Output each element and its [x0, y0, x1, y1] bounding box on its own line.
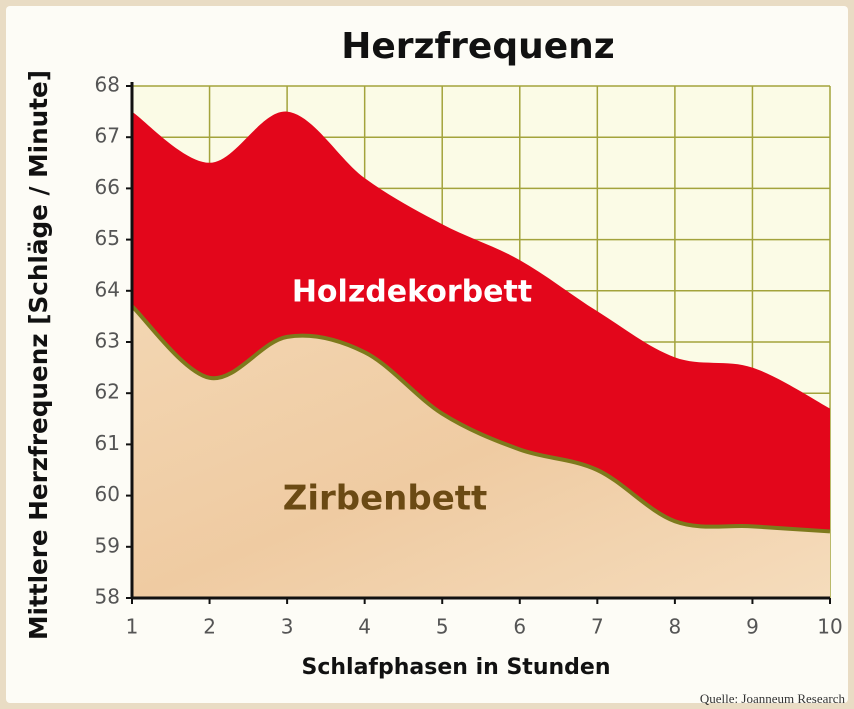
y-tick-label: 64: [95, 277, 120, 301]
x-tick-label: 2: [203, 615, 216, 639]
x-tick-label: 6: [513, 615, 526, 639]
y-tick-label: 66: [95, 175, 120, 199]
chart-title: Herzfrequenz: [341, 26, 614, 67]
page: {"chart_data": {"type": "area", "title":…: [0, 0, 854, 709]
y-tick-label: 58: [95, 585, 120, 609]
y-tick-label: 63: [95, 329, 120, 353]
x-tick-label: 1: [126, 615, 139, 639]
series-label: Holzdekorbett: [292, 275, 532, 310]
x-tick-label: 4: [358, 615, 371, 639]
x-tick-label: 8: [669, 615, 682, 639]
series-label: Zirbenbett: [283, 479, 488, 519]
x-tick-label: 10: [817, 615, 842, 639]
chart: 585960616263646566676812345678910 Herzfr…: [0, 0, 854, 709]
y-tick-label: 61: [95, 431, 120, 455]
y-axis-label: Mittlere Herzfrequenz [Schläge / Minute]: [24, 70, 53, 640]
y-tick-label: 59: [95, 533, 120, 557]
y-tick-label: 62: [95, 380, 120, 404]
x-tick-label: 7: [591, 615, 604, 639]
x-tick-label: 3: [281, 615, 294, 639]
source: Quelle: Joanneum Research: [700, 691, 846, 706]
x-axis-label: Schlafphasen in Stunden: [302, 655, 611, 680]
y-tick-label: 68: [95, 73, 120, 97]
y-tick-label: 65: [95, 226, 120, 250]
x-tick-label: 5: [436, 615, 449, 639]
x-tick-label: 9: [746, 615, 759, 639]
y-tick-label: 60: [95, 482, 120, 506]
y-tick-label: 67: [95, 124, 120, 148]
